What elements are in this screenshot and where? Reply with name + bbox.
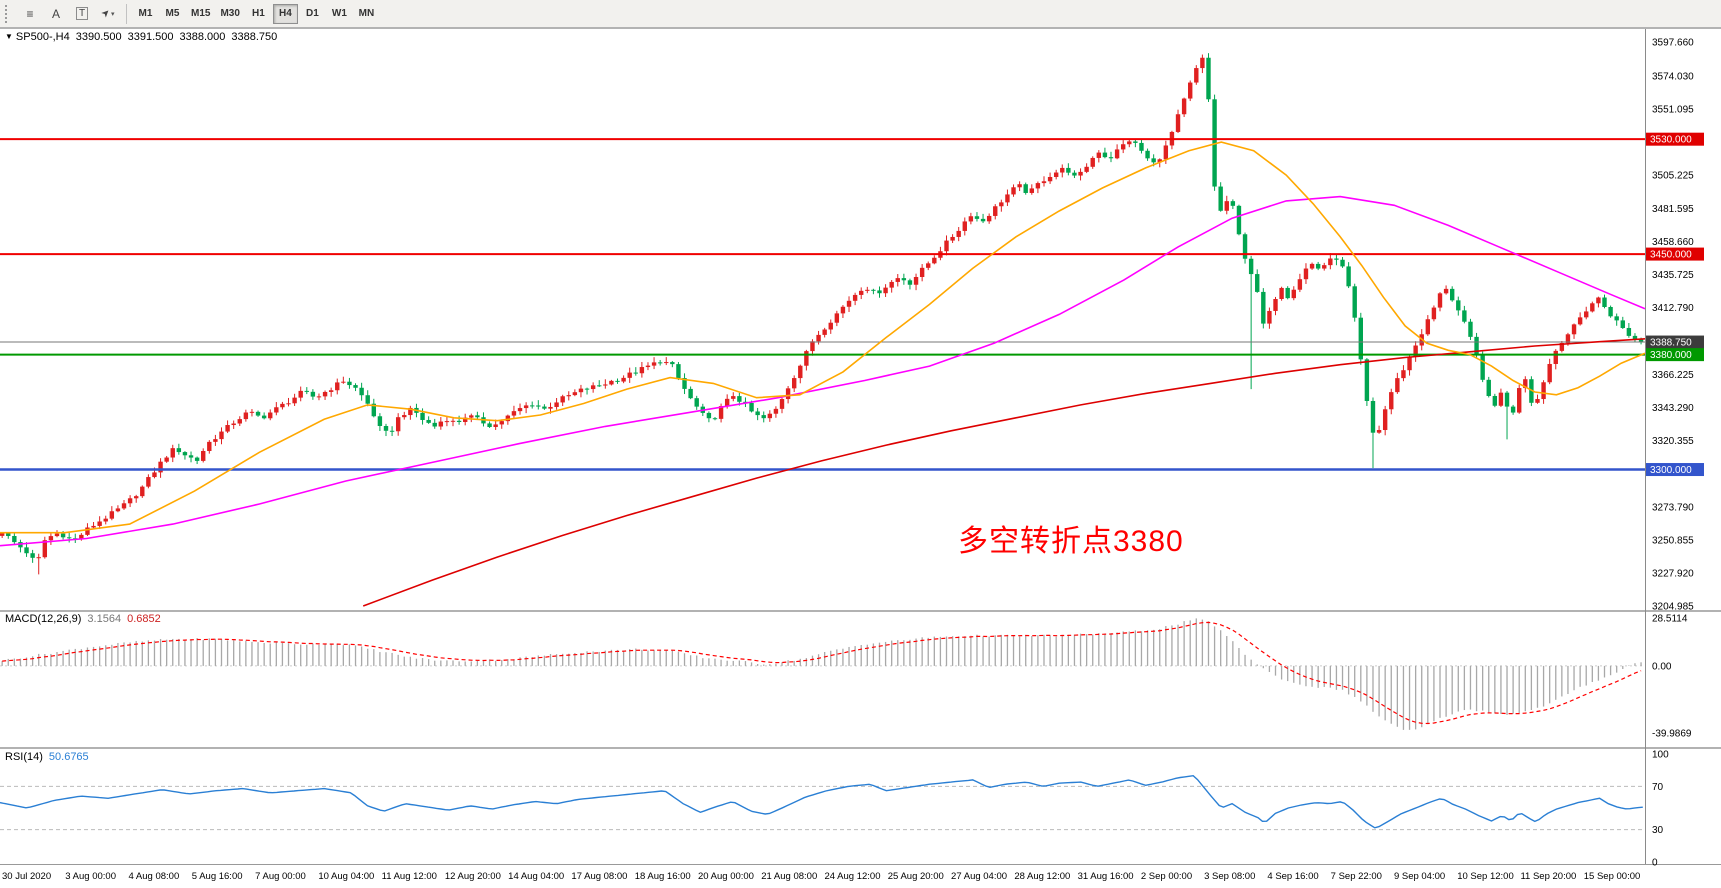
svg-text:3343.290: 3343.290 xyxy=(1652,403,1694,414)
svg-text:3320.355: 3320.355 xyxy=(1652,436,1694,447)
macd-signal-line xyxy=(2,621,1642,725)
chart-expand-icon[interactable]: ▼ xyxy=(5,32,13,41)
svg-text:7 Sep 22:00: 7 Sep 22:00 xyxy=(1331,871,1382,882)
rsi-line xyxy=(0,774,1643,829)
svg-text:12 Aug 20:00: 12 Aug 20:00 xyxy=(445,871,501,882)
svg-text:10 Aug 04:00: 10 Aug 04:00 xyxy=(318,871,374,882)
svg-text:100: 100 xyxy=(1652,750,1669,761)
timeframe-button-w1[interactable]: W1 xyxy=(327,4,352,24)
ma-slow-red-line xyxy=(362,338,1645,607)
timeframe-button-m5[interactable]: M5 xyxy=(160,4,185,24)
svg-text:0: 0 xyxy=(1652,858,1658,869)
svg-text:3597.660: 3597.660 xyxy=(1652,38,1694,49)
svg-text:28.5114: 28.5114 xyxy=(1652,614,1688,625)
svg-text:24 Aug 12:00: 24 Aug 12:00 xyxy=(825,871,881,882)
svg-text:27 Aug 04:00: 27 Aug 04:00 xyxy=(951,871,1007,882)
timeframe-button-m1[interactable]: M1 xyxy=(133,4,158,24)
macd-axis[interactable]: 28.5114 0.00 -39.9869 xyxy=(1652,614,1692,740)
svg-text:3250.855: 3250.855 xyxy=(1652,536,1694,547)
svg-text:4 Aug 08:00: 4 Aug 08:00 xyxy=(129,871,180,882)
text-frame-button[interactable]: T xyxy=(70,3,94,25)
timeframe-button-h4[interactable]: H4 xyxy=(272,3,298,24)
svg-text:3481.595: 3481.595 xyxy=(1652,204,1694,215)
tool-buttons: ≡ A T ➤ ▾ xyxy=(17,3,121,25)
svg-text:3574.030: 3574.030 xyxy=(1652,71,1694,82)
timeframe-button-m30[interactable]: M30 xyxy=(216,4,243,24)
main-chart-pane[interactable] xyxy=(0,53,1645,607)
svg-text:3300.000: 3300.000 xyxy=(1650,465,1692,476)
svg-text:3530.000: 3530.000 xyxy=(1650,135,1692,146)
price-badge xyxy=(1646,335,1704,349)
time-axis[interactable]: 30 Jul 2020 3 Aug 00:00 4 Aug 08:00 5 Aug 1… xyxy=(2,871,1640,882)
svg-text:3227.920: 3227.920 xyxy=(1652,569,1694,580)
svg-text:30 Jul 2020: 30 Jul 2020 xyxy=(2,871,51,882)
chevron-down-icon: ▾ xyxy=(110,10,115,18)
svg-text:10 Sep 12:00: 10 Sep 12:00 xyxy=(1457,871,1514,882)
svg-text:11 Aug 12:00: 11 Aug 12:00 xyxy=(382,871,437,882)
timeframe-button-h1[interactable]: H1 xyxy=(246,4,271,24)
rsi-pane[interactable] xyxy=(0,774,1645,831)
svg-text:21 Aug 08:00: 21 Aug 08:00 xyxy=(761,871,817,882)
svg-text:3388.750: 3388.750 xyxy=(1650,338,1692,349)
price-badge xyxy=(1646,348,1704,362)
price-badge xyxy=(1646,247,1704,261)
text-frame-icon: T xyxy=(75,7,89,20)
svg-text:3380.000: 3380.000 xyxy=(1650,350,1692,361)
svg-text:3273.790: 3273.790 xyxy=(1652,503,1694,514)
svg-text:-39.9869: -39.9869 xyxy=(1652,729,1692,740)
svg-text:3505.225: 3505.225 xyxy=(1652,170,1694,181)
candles-series xyxy=(0,53,1644,575)
text-annotation-icon: A xyxy=(51,6,60,21)
svg-text:3412.790: 3412.790 xyxy=(1652,303,1694,314)
svg-text:7 Aug 00:00: 7 Aug 00:00 xyxy=(255,871,306,882)
svg-text:3366.225: 3366.225 xyxy=(1652,370,1694,381)
svg-text:25 Aug 20:00: 25 Aug 20:00 xyxy=(888,871,944,882)
svg-text:9 Sep 04:00: 9 Sep 04:00 xyxy=(1394,871,1445,882)
chart-text-annotation[interactable]: 多空转折点3380 xyxy=(958,525,1184,558)
svg-text:14 Aug 04:00: 14 Aug 04:00 xyxy=(508,871,564,882)
price-badge xyxy=(1646,132,1704,146)
rsi-axis[interactable]: 100 70 30 0 xyxy=(1652,750,1669,869)
price-badge xyxy=(1646,463,1704,477)
svg-text:11 Sep 20:00: 11 Sep 20:00 xyxy=(1520,871,1576,882)
svg-text:3 Aug 00:00: 3 Aug 00:00 xyxy=(65,871,116,882)
svg-text:31 Aug 16:00: 31 Aug 16:00 xyxy=(1078,871,1134,882)
price-axis[interactable]: 3597.660 3574.030 3551.095 3505.225 3481.595… xyxy=(1646,38,1704,613)
pointer-dropdown-button[interactable]: ➤ ▾ xyxy=(96,3,120,25)
line-studies-icon: ≡ xyxy=(26,6,34,21)
svg-text:3204.985: 3204.985 xyxy=(1652,602,1694,613)
svg-text:18 Aug 16:00: 18 Aug 16:00 xyxy=(635,871,691,882)
timeframe-button-d1[interactable]: D1 xyxy=(300,4,325,24)
macd-pane[interactable] xyxy=(0,618,1645,730)
svg-text:2 Sep 00:00: 2 Sep 00:00 xyxy=(1141,871,1192,882)
svg-text:15 Sep 00:00: 15 Sep 00:00 xyxy=(1584,871,1641,882)
svg-text:3551.095: 3551.095 xyxy=(1652,104,1694,115)
svg-text:4 Sep 16:00: 4 Sep 16:00 xyxy=(1267,871,1318,882)
line-studies-button[interactable]: ≡ xyxy=(18,3,42,25)
toolbar-separator xyxy=(126,3,127,24)
timeframe-buttons: M1 M5 M15 M30 H1 H4 D1 W1 MN xyxy=(132,3,380,24)
toolbar: ≡ A T ➤ ▾ M1 M5 M15 M30 H1 H4 D1 W1 MN xyxy=(0,0,1721,28)
timeframe-button-mn[interactable]: MN xyxy=(354,4,379,24)
text-annotation-button[interactable]: A xyxy=(44,3,68,25)
svg-text:20 Aug 00:00: 20 Aug 00:00 xyxy=(698,871,754,882)
svg-text:3 Sep 08:00: 3 Sep 08:00 xyxy=(1204,871,1255,882)
svg-text:0.00: 0.00 xyxy=(1652,661,1672,672)
ma-fast-orange-line xyxy=(0,141,1645,534)
horizontal-level-lines[interactable] xyxy=(0,138,1645,471)
svg-text:3450.000: 3450.000 xyxy=(1650,250,1692,261)
svg-text:3435.725: 3435.725 xyxy=(1652,270,1694,281)
timeframe-button-m15[interactable]: M15 xyxy=(187,4,214,24)
ma-mid-magenta-line xyxy=(0,195,1645,547)
svg-text:70: 70 xyxy=(1652,782,1664,793)
toolbar-grip-icon[interactable] xyxy=(5,4,12,23)
svg-text:5 Aug 16:00: 5 Aug 16:00 xyxy=(192,871,243,882)
svg-text:3458.660: 3458.660 xyxy=(1652,237,1694,248)
svg-text:17 Aug 08:00: 17 Aug 08:00 xyxy=(571,871,627,882)
svg-text:30: 30 xyxy=(1652,825,1664,836)
svg-text:28 Aug 12:00: 28 Aug 12:00 xyxy=(1014,871,1070,882)
